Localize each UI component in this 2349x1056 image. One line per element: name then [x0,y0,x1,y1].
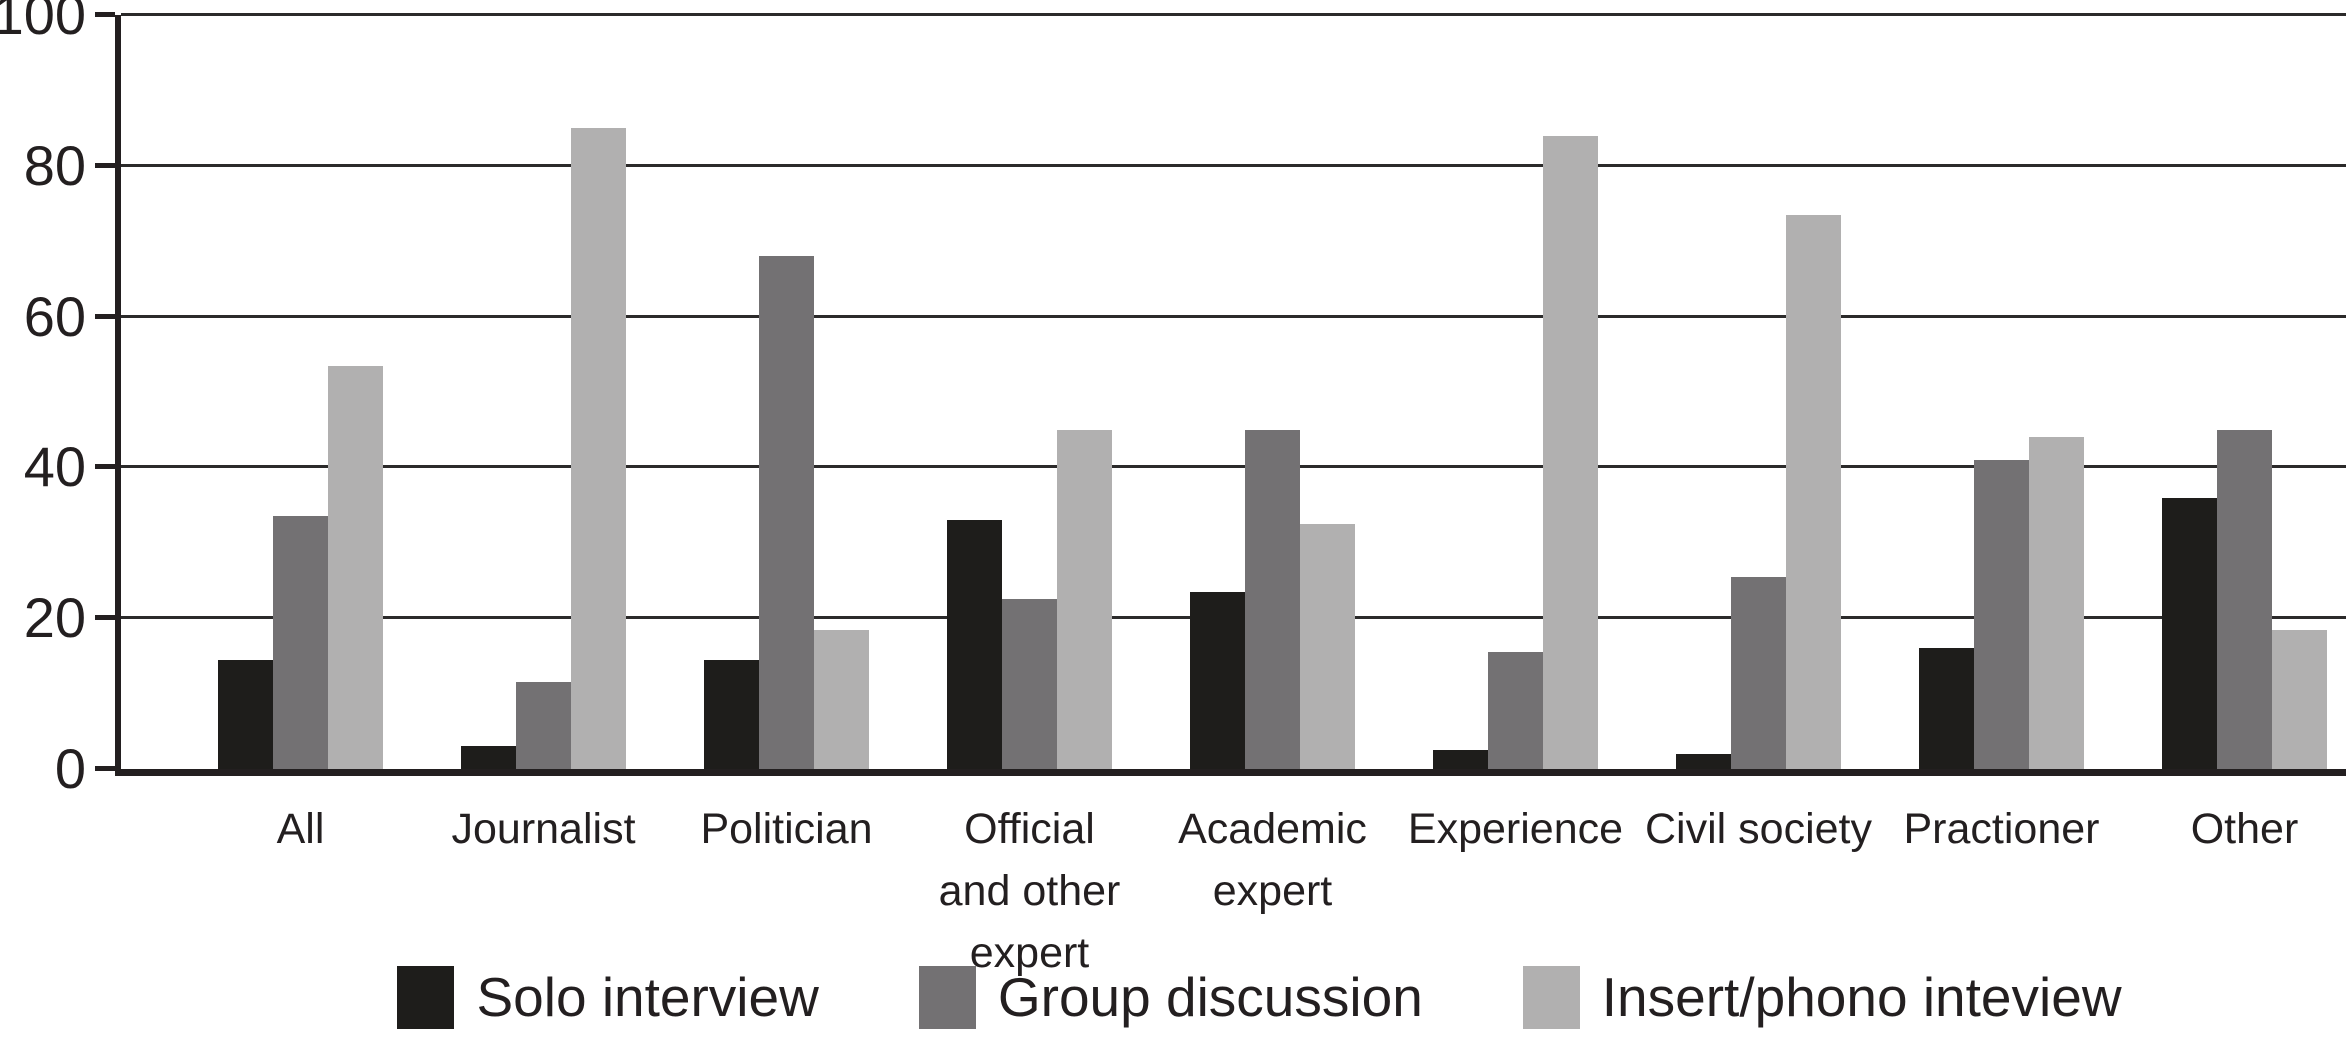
legend: Solo interview Group discussion Insert/pho… [0,966,2349,1029]
bar-insert-phono-inteview [1543,135,1598,769]
x-axis-label-line: Civil society [1645,805,1872,853]
x-axis-label-line: expert [1212,867,1333,915]
bar-solo-interview [218,659,273,769]
y-axis-label-60: 60 [23,284,86,348]
x-axis-label-civil-society: Civil society [1637,798,1880,984]
legend-swatch-insert-phono-inteview [1522,966,1580,1029]
bar-insert-phono-inteview [571,128,626,769]
x-axis-label-politician: Politician [665,798,908,984]
bar-insert-phono-inteview [2029,437,2084,769]
bar-group-discussion [273,516,328,769]
legend-label: Insert/phono inteview [1601,966,2122,1028]
x-axis-label-line: Official [964,805,1095,853]
bar-solo-interview [1676,753,1731,769]
x-axis-labels: All Journalist Politician Official and other… [179,798,2349,984]
y-axis-tick-60 [95,313,115,319]
bar-group-discussion [1731,576,1786,769]
bar-group-official-and-other-expert [908,15,1151,769]
y-axis-label-20: 20 [23,586,86,650]
bar-insert-phono-inteview [1786,214,1841,769]
bars-layer [179,15,2349,769]
x-axis-label-line: Practioner [1903,805,2100,853]
legend-swatch-solo-interview [397,966,455,1029]
bar-insert-phono-inteview [1300,523,1355,769]
x-axis-label-line: expert [969,929,1090,977]
x-axis-label-line: Academic [1178,805,1367,853]
bar-group-practioner [1880,15,2123,769]
x-axis-label-line: Journalist [451,805,636,853]
bar-insert-phono-inteview [814,629,869,769]
x-axis-label-line: Experience [1407,805,1624,853]
y-axis-label-0: 0 [54,737,86,800]
legend-swatch-group-discussion [918,966,976,1029]
x-axis-label-line: Other [2190,805,2299,853]
bar-group-civil-society [1637,15,1880,769]
bar-solo-interview [2162,497,2217,769]
y-axis-tick-0 [95,766,115,771]
bar-solo-interview [1919,648,1974,769]
legend-item-group-discussion: Group discussion [918,966,1423,1029]
x-axis-label-official-and-other-expert: Official and other expert [908,798,1151,984]
legend-item-insert-phono-inteview: Insert/phono inteview [1522,966,2122,1029]
bar-group-discussion [2217,429,2272,769]
x-axis-label-line: Politician [700,805,873,853]
x-axis-label-academic-expert: Academic expert [1151,798,1394,984]
y-axis-label-80: 80 [23,133,86,197]
bar-solo-interview [461,746,516,769]
bar-group-discussion [759,256,814,769]
bar-solo-interview [1190,591,1245,769]
y-axis-tick-100 [95,12,115,17]
y-axis-tick-80 [95,162,115,168]
bar-solo-interview [704,659,759,769]
legend-label: Group discussion [997,966,1423,1028]
bar-group-experience [1394,15,1637,769]
x-axis-label-journalist: Journalist [422,798,665,984]
x-axis-label-all: All [179,798,422,984]
gridline-40 [121,465,2346,469]
bar-group-discussion [516,682,571,769]
x-axis-label-line: and other [938,867,1121,915]
legend-item-solo-interview: Solo interview [397,966,819,1029]
bar-insert-phono-inteview [2272,629,2327,769]
y-axis-labels: 0 20 40 60 80 100 [0,0,86,1056]
bar-group-discussion [1488,652,1543,769]
bar-group-all [179,15,422,769]
y-axis-tick-40 [95,464,115,470]
bar-group-discussion [1245,429,1300,769]
bar-group-journalist [422,15,665,769]
gridline-80 [121,163,2346,167]
x-axis-label-line: All [276,805,325,853]
bar-solo-interview [947,520,1002,769]
bar-group-discussion [1974,459,2029,769]
gridline-100 [121,13,2346,16]
x-axis-label-other: Other [2123,798,2349,984]
y-axis-label-100: 100 [0,0,86,46]
bar-group-other [2123,15,2349,769]
bar-group-discussion [1002,599,1057,769]
legend-label: Solo interview [476,966,819,1028]
y-axis-tick-20 [95,615,115,621]
bar-insert-phono-inteview [328,365,383,769]
bar-solo-interview [1433,750,1488,769]
bar-group-politician [665,15,908,769]
bar-insert-phono-inteview [1057,429,1112,769]
y-axis-label-40: 40 [23,435,86,499]
bar-group-academic-expert [1151,15,1394,769]
x-axis-label-practioner: Practioner [1880,798,2123,984]
x-axis-label-experience: Experience [1394,798,1637,984]
gridline-60 [121,314,2346,318]
